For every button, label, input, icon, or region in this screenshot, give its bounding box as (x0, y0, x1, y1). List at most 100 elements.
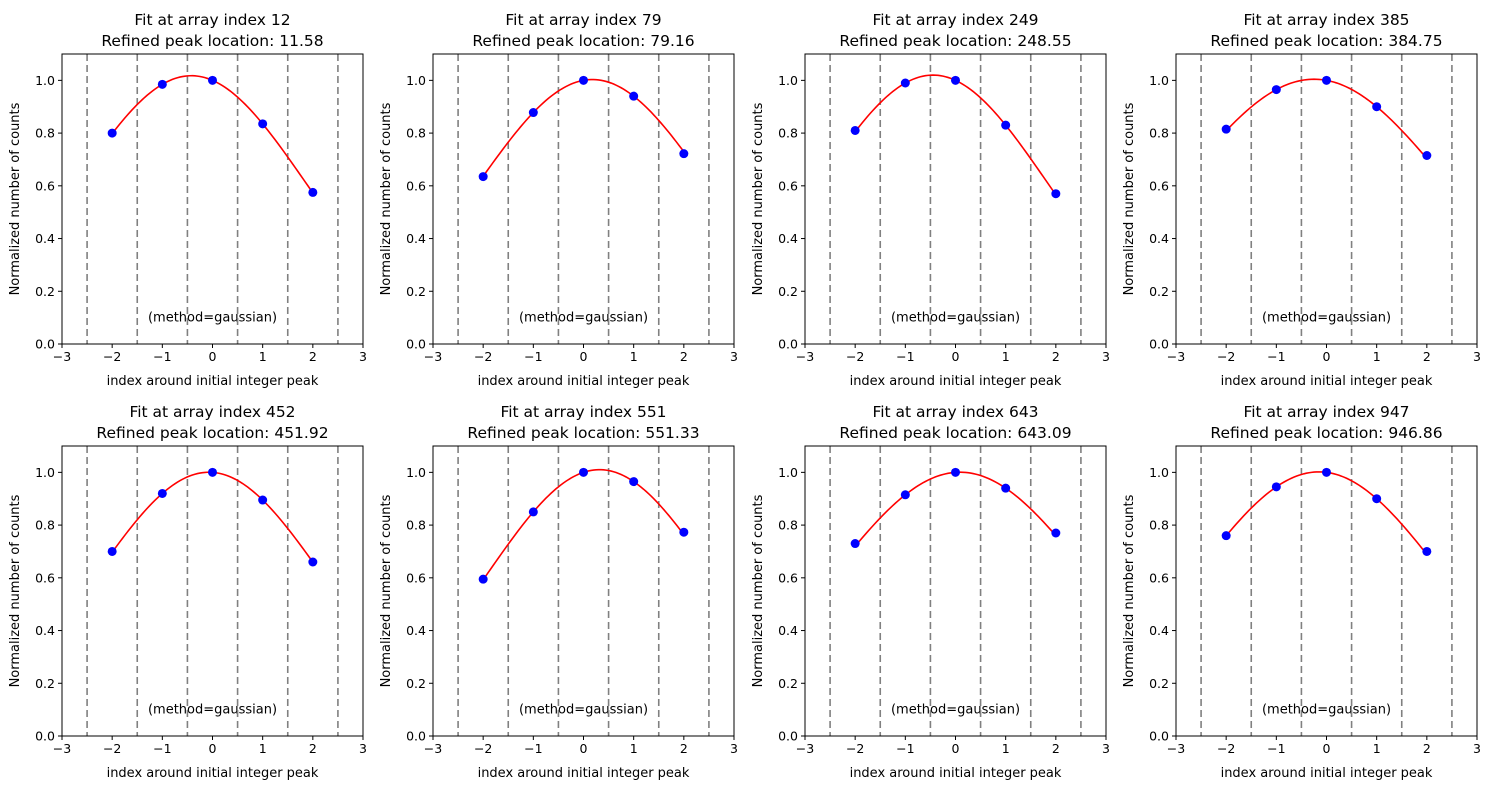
subplot-3: Fit at array index 249 Refined peak locat… (751, 11, 1110, 389)
x-tick-label: 0 (1323, 349, 1331, 364)
x-tick-label: 1 (1002, 741, 1010, 756)
subplot-subtitle: Refined peak location: 11.58 (101, 32, 323, 50)
method-annotation: (method=gaussian) (1262, 311, 1391, 326)
method-annotation: (method=gaussian) (891, 311, 1020, 326)
data-point (258, 119, 268, 129)
method-annotation: (method=gaussian) (148, 703, 277, 718)
y-tick-label: 1.0 (406, 73, 426, 88)
y-tick-label: 0.8 (778, 126, 798, 141)
data-point (308, 187, 318, 197)
axes-frame (1175, 53, 1478, 345)
x-axis-label: index around initial integer peak (107, 766, 319, 781)
x-tick-label: 1 (1002, 349, 1010, 364)
axes-frame (1175, 445, 1478, 737)
data-point (1372, 494, 1382, 504)
y-tick-label: 0.2 (1149, 676, 1169, 691)
axes-frame (804, 445, 1107, 737)
data-point (478, 574, 488, 584)
x-tick-label: −3 (53, 741, 71, 756)
data-point (1051, 528, 1061, 538)
x-tick-label: 2 (1423, 741, 1431, 756)
fit-curve (111, 74, 314, 194)
y-tick-label: 0.4 (1149, 623, 1169, 638)
x-tick-label: 2 (1052, 349, 1060, 364)
axes-frame (432, 53, 735, 345)
x-tick-label: 1 (1373, 741, 1381, 756)
data-point (850, 539, 860, 549)
y-tick-label: 0.0 (1149, 337, 1169, 352)
data-point (107, 128, 117, 138)
y-axis-label: Normalized number of counts (8, 102, 23, 295)
y-tick-label: 0.4 (406, 231, 426, 246)
data-point (850, 125, 860, 135)
data-point (900, 490, 910, 500)
y-tick-label: 1.0 (35, 465, 55, 480)
x-tick-label: −2 (474, 741, 492, 756)
x-axis-label: index around initial integer peak (850, 374, 1062, 389)
subplot-title: Fit at array index 249 (872, 11, 1038, 29)
data-point (1372, 102, 1382, 112)
x-tick-label: 0 (952, 741, 960, 756)
x-tick-label: −2 (103, 741, 121, 756)
y-axis-label: Normalized number of counts (1122, 102, 1137, 295)
subplot-subtitle: Refined peak location: 551.33 (467, 424, 699, 442)
subplot-title: Fit at array index 643 (872, 403, 1038, 421)
x-axis-label: index around initial integer peak (1221, 374, 1433, 389)
data-point (528, 507, 538, 517)
x-tick-label: 1 (1373, 349, 1381, 364)
y-axis-label: Normalized number of counts (379, 494, 394, 687)
method-annotation: (method=gaussian) (891, 703, 1020, 718)
data-point (1322, 467, 1331, 477)
x-tick-label: −2 (103, 349, 121, 364)
x-tick-label: 0 (209, 349, 217, 364)
x-tick-label: 3 (730, 741, 738, 756)
subplot-title: Fit at array index 947 (1243, 403, 1409, 421)
x-tick-label: −2 (474, 349, 492, 364)
y-tick-label: 0.0 (406, 729, 426, 744)
y-tick-label: 0.4 (778, 623, 798, 638)
subplot-title: Fit at array index 551 (500, 403, 666, 421)
y-tick-label: 1.0 (778, 73, 798, 88)
y-tick-label: 0.6 (406, 178, 426, 193)
fit-curve (854, 471, 1057, 547)
y-axis-label: Normalized number of counts (751, 102, 766, 295)
y-tick-label: 0.4 (35, 623, 55, 638)
data-point (528, 108, 538, 118)
x-axis-label: index around initial integer peak (478, 766, 690, 781)
y-axis-label: Normalized number of counts (751, 494, 766, 687)
subplot-8: Fit at array index 947 Refined peak locat… (1122, 403, 1481, 781)
subplot-1: Fit at array index 12 Refined peak locati… (8, 11, 367, 389)
data-point (629, 477, 639, 487)
data-point (1001, 483, 1011, 493)
x-tick-label: 1 (630, 741, 638, 756)
y-tick-label: 0.4 (406, 623, 426, 638)
x-tick-label: 2 (309, 741, 317, 756)
subplot-subtitle: Refined peak location: 946.86 (1210, 424, 1442, 442)
axes-frame (432, 445, 735, 737)
data-point (107, 546, 117, 556)
x-tick-label: 1 (259, 741, 267, 756)
data-point (1322, 75, 1331, 85)
y-tick-label: 0.4 (778, 231, 798, 246)
y-tick-label: 0.0 (35, 729, 55, 744)
x-tick-label: 3 (359, 741, 367, 756)
data-point (579, 467, 588, 477)
data-point (308, 557, 318, 567)
y-tick-label: 0.8 (406, 126, 426, 141)
x-tick-label: −2 (846, 741, 864, 756)
method-annotation: (method=gaussian) (519, 311, 648, 326)
x-tick-label: 0 (580, 741, 588, 756)
y-tick-label: 1.0 (35, 73, 55, 88)
y-axis-label: Normalized number of counts (8, 494, 23, 687)
x-tick-label: −3 (424, 741, 442, 756)
data-point (679, 527, 689, 537)
y-tick-label: 0.2 (406, 284, 426, 299)
y-tick-label: 0.6 (1149, 570, 1169, 585)
data-point (1001, 120, 1011, 130)
x-tick-label: −2 (1217, 741, 1235, 756)
fit-curve (854, 74, 1057, 196)
subplot-5: Fit at array index 452 Refined peak locat… (8, 403, 367, 781)
data-point (579, 75, 588, 85)
y-tick-label: 1.0 (778, 465, 798, 480)
fit-curve (1225, 78, 1428, 160)
